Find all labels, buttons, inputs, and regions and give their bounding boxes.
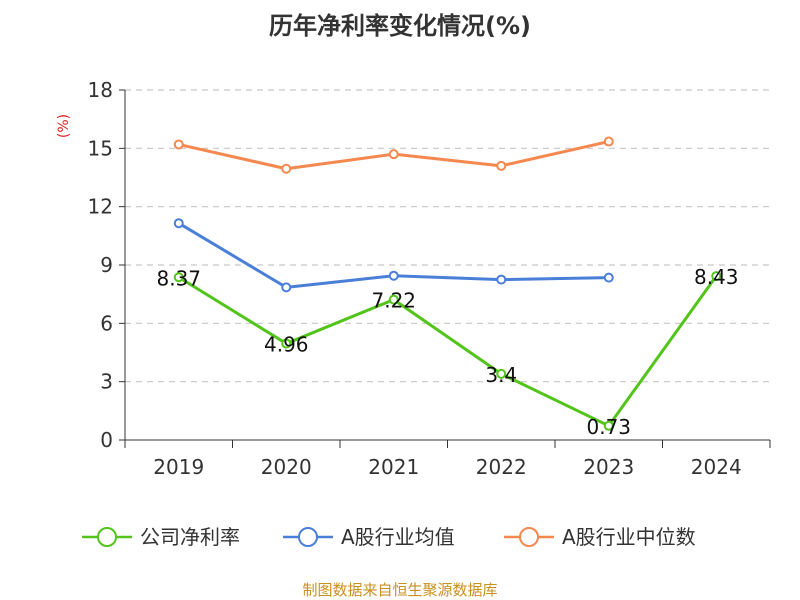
data-label: 4.96 — [264, 333, 309, 357]
y-tick-label: 3 — [100, 370, 113, 394]
data-point[interactable] — [711, 271, 722, 282]
data-label: 3.4 — [485, 363, 517, 387]
y-axis-unit-label: (%) — [56, 114, 72, 138]
series-line — [177, 275, 718, 428]
data-point[interactable] — [603, 136, 614, 147]
data-point[interactable] — [173, 272, 184, 283]
x-tick-label: 2022 — [476, 455, 527, 479]
data-label: 7.22 — [371, 289, 416, 313]
grid-lines — [125, 89, 770, 383]
y-tick-label: 0 — [100, 428, 113, 452]
data-point[interactable] — [388, 294, 399, 305]
data-point[interactable] — [281, 338, 292, 349]
series-2 — [173, 136, 614, 174]
data-point[interactable] — [173, 139, 184, 150]
legend-item[interactable]: 公司净利率 — [82, 525, 240, 549]
series-0 — [173, 271, 722, 431]
legend-label: A股行业均值 — [341, 525, 455, 549]
legend-item[interactable]: A股行业中位数 — [504, 525, 696, 549]
series-1 — [173, 218, 614, 293]
data-point[interactable] — [603, 420, 614, 431]
y-tick-label: 12 — [88, 195, 113, 219]
data-label: 0.73 — [586, 415, 631, 439]
axes: 0 3 6 9 12 15 18 2019 2020 2021 2022 2023 2024 — [88, 78, 771, 479]
legend-label: 公司净利率 — [140, 525, 240, 549]
legend[interactable]: 公司净利率 A股行业均值 A股行业中位数 — [82, 525, 696, 549]
chart-title: 历年净利率变化情况(%) — [269, 12, 531, 40]
x-tick-label: 2020 — [261, 455, 312, 479]
x-tick-label: 2019 — [153, 455, 204, 479]
data-point[interactable] — [173, 218, 184, 229]
data-point[interactable] — [496, 160, 507, 171]
source-note: 制图数据来自恒生聚源数据库 — [302, 581, 497, 599]
data-point[interactable] — [281, 163, 292, 174]
legend-label: A股行业中位数 — [562, 525, 696, 549]
legend-marker-icon — [519, 527, 539, 547]
data-labels: 8.37 4.96 7.22 3.4 0.73 8.43 — [156, 265, 738, 439]
legend-marker-icon — [97, 527, 117, 547]
data-point[interactable] — [496, 274, 507, 285]
data-point[interactable] — [603, 272, 614, 283]
x-tick-label: 2021 — [368, 455, 419, 479]
data-point[interactable] — [388, 270, 399, 281]
y-tick-label: 18 — [88, 78, 113, 102]
y-tick-label: 15 — [88, 136, 113, 160]
data-label: 8.37 — [156, 266, 201, 290]
data-point[interactable] — [388, 149, 399, 160]
legend-item[interactable]: A股行业均值 — [283, 525, 455, 549]
x-tick-label: 2023 — [583, 455, 634, 479]
y-tick-label: 6 — [100, 311, 113, 335]
data-point[interactable] — [496, 368, 507, 379]
y-tick-label: 9 — [100, 253, 113, 277]
legend-marker-icon — [298, 527, 318, 547]
data-label: 8.43 — [694, 265, 739, 289]
series-lines — [173, 136, 722, 431]
x-tick-label: 2024 — [691, 455, 742, 479]
data-point[interactable] — [281, 282, 292, 293]
